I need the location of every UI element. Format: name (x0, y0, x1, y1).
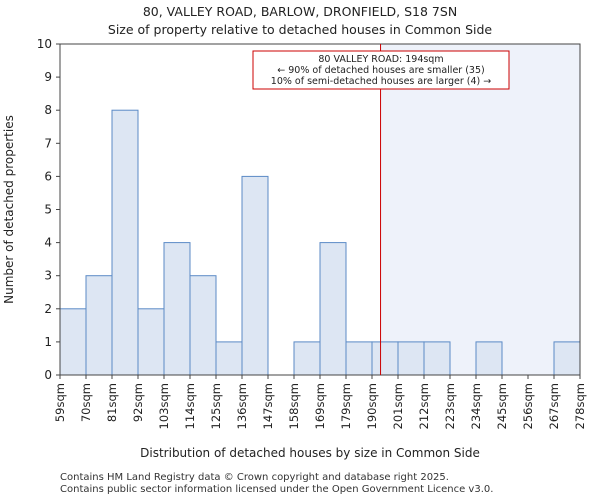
annotation-line: 80 VALLEY ROAD: 194sqm (318, 54, 443, 65)
bar (85, 275, 113, 376)
y-tick-label: 7 (44, 136, 52, 150)
annotation-line: 10% of semi-detached houses are larger (… (271, 76, 491, 87)
x-tick-label: 114sqm (183, 383, 197, 429)
bar (423, 341, 451, 376)
x-tick-label: 256sqm (521, 383, 535, 429)
bar (553, 341, 581, 376)
x-tick-label: 267sqm (547, 383, 561, 429)
x-tick-label: 245sqm (495, 383, 509, 429)
bar (319, 242, 347, 376)
bar (293, 341, 321, 376)
y-tick-label: 8 (44, 103, 52, 117)
y-tick-label: 5 (44, 203, 52, 217)
bar (59, 308, 87, 376)
x-tick-label: 223sqm (443, 383, 457, 429)
x-tick-label: 136sqm (235, 383, 249, 429)
chart-subtitle: Size of property relative to detached ho… (107, 22, 493, 37)
x-tick-label: 81sqm (105, 383, 119, 422)
bar (163, 242, 191, 376)
annotation-line: ← 90% of detached houses are smaller (35… (277, 65, 484, 76)
bar (111, 109, 139, 376)
x-tick-label: 125sqm (209, 383, 223, 429)
x-tick-label: 158sqm (287, 383, 301, 429)
y-axis-label: Number of detached properties (2, 115, 16, 304)
y-tick-label: 6 (44, 169, 52, 183)
x-tick-label: 234sqm (469, 383, 483, 429)
y-tick-label: 3 (44, 269, 52, 283)
bar (397, 341, 425, 376)
bar (241, 175, 269, 376)
x-tick-label: 212sqm (417, 383, 431, 429)
chart-title: 80, VALLEY ROAD, BARLOW, DRONFIELD, S18 … (142, 4, 458, 19)
y-tick-label: 9 (44, 70, 52, 84)
x-tick-label: 201sqm (391, 383, 405, 429)
footer-line-2: Contains public sector information licen… (60, 484, 494, 495)
x-tick-label: 147sqm (261, 383, 275, 429)
bar (215, 341, 243, 376)
bar (371, 341, 399, 376)
y-tick-label: 10 (37, 37, 52, 51)
y-tick-label: 2 (44, 302, 52, 316)
bar (137, 308, 165, 376)
bar (345, 341, 373, 376)
x-tick-label: 103sqm (157, 383, 171, 429)
x-tick-label: 70sqm (79, 383, 93, 422)
x-tick-label: 190sqm (365, 383, 379, 429)
y-tick-label: 0 (44, 368, 52, 382)
y-tick-label: 1 (44, 335, 52, 349)
y-tick-label: 4 (44, 236, 52, 250)
highlight-region (380, 44, 580, 375)
x-tick-label: 92sqm (131, 383, 145, 422)
annotation-box (252, 50, 510, 90)
bar (189, 275, 217, 376)
bar (475, 341, 503, 376)
x-tick-label: 179sqm (339, 383, 353, 429)
x-tick-label: 59sqm (53, 383, 67, 422)
x-tick-label: 278sqm (573, 383, 587, 429)
footer-line-1: Contains HM Land Registry data © Crown c… (60, 472, 449, 483)
x-tick-label: 169sqm (313, 383, 327, 429)
x-axis-label: Distribution of detached houses by size … (140, 446, 480, 460)
